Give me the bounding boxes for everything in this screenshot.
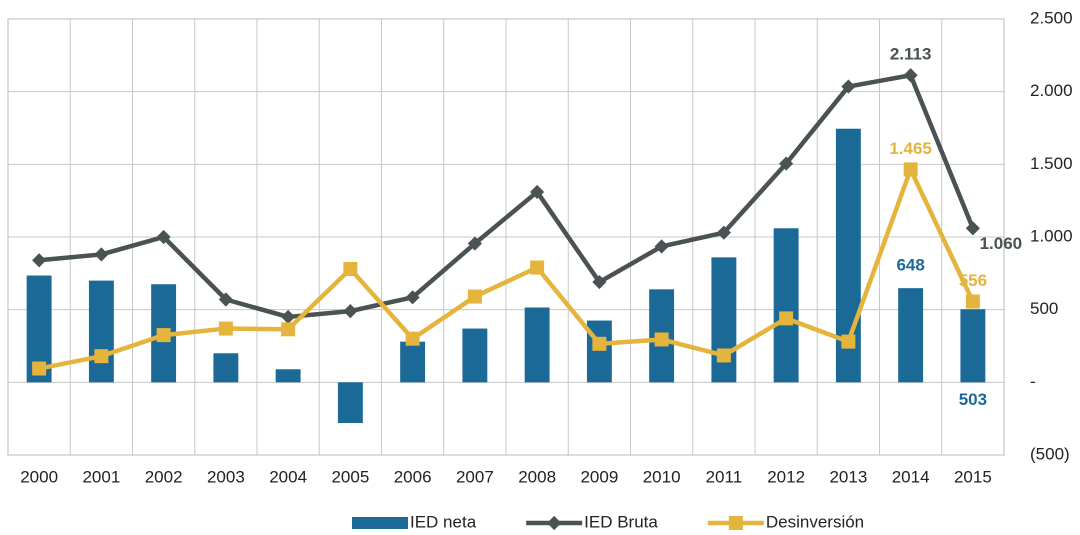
x-tick-label: 2001: [82, 467, 120, 486]
x-tick-label: 2011: [706, 467, 743, 486]
marker: [779, 311, 794, 326]
data-label: 2.113: [890, 45, 932, 64]
marker: [592, 336, 607, 351]
line: [38, 72, 975, 320]
y-tick-label: 2.500: [1030, 8, 1073, 27]
y-tick-label: 1.500: [1030, 154, 1073, 173]
x-tick-label: 2008: [518, 467, 556, 486]
marker: [592, 274, 607, 290]
marker: [841, 334, 856, 349]
x-tick-label: 2013: [829, 467, 867, 486]
bar: [213, 353, 239, 383]
y-tick-label: 2.000: [1030, 81, 1073, 100]
bar: [337, 382, 363, 424]
bar: [462, 328, 488, 383]
x-tick-label: 2012: [767, 467, 805, 486]
y-tick-label: 500: [1030, 299, 1058, 318]
x-tick-label: 2009: [580, 467, 618, 486]
bar: [711, 257, 737, 383]
legend-item: Desinversión: [707, 512, 864, 531]
bar: [400, 341, 426, 383]
marker: [965, 221, 980, 236]
marker: [903, 68, 918, 83]
x-tick-label: 2000: [20, 467, 58, 486]
x-tick-label: 2015: [954, 467, 992, 486]
legend-item: IED Bruta: [526, 512, 658, 531]
marker: [94, 349, 109, 364]
x-tick-label: 2004: [269, 467, 307, 486]
marker: [32, 361, 47, 376]
line: [38, 167, 975, 371]
data-label: 648: [896, 256, 924, 275]
bar: [898, 288, 924, 383]
marker: [716, 348, 731, 363]
x-tick-label: 2003: [207, 467, 245, 486]
x-tick-label: 2014: [892, 467, 930, 486]
marker: [405, 331, 420, 346]
marker: [218, 292, 233, 307]
data-label: 1.060: [980, 234, 1023, 253]
marker: [94, 247, 109, 262]
legend-swatch: [352, 517, 408, 529]
bar: [88, 280, 114, 383]
marker: [841, 79, 856, 94]
marker: [156, 229, 171, 245]
legend-marker: [728, 516, 743, 530]
marker: [343, 304, 358, 319]
x-tick-label: 2007: [456, 467, 494, 486]
bar: [275, 369, 301, 383]
marker: [32, 253, 47, 268]
bar: [524, 307, 550, 383]
marker: [779, 156, 794, 171]
marker: [530, 260, 545, 275]
marker: [530, 184, 545, 200]
bar: [960, 309, 986, 383]
marker: [281, 309, 296, 325]
marker: [654, 332, 669, 347]
marker: [716, 225, 731, 240]
bar: [773, 228, 799, 383]
y-tick-label: -: [1030, 372, 1036, 391]
legend-label: Desinversión: [766, 512, 864, 531]
marker: [965, 294, 980, 309]
marker: [903, 162, 918, 177]
legend-label: IED neta: [410, 512, 477, 531]
plot-border: [7, 18, 1005, 456]
legend-label: IED Bruta: [584, 512, 658, 531]
marker: [467, 236, 482, 251]
data-label: 1.465: [889, 139, 932, 158]
x-tick-label: 2010: [643, 467, 681, 486]
marker: [281, 322, 296, 337]
y-tick-label: 1.000: [1030, 226, 1073, 245]
marker: [156, 328, 171, 343]
x-tick-label: 2002: [145, 467, 183, 486]
marker: [343, 261, 358, 276]
marker: [218, 321, 233, 336]
x-tick-label: 2005: [331, 467, 369, 486]
legend-marker: [547, 515, 562, 531]
marker: [654, 239, 669, 254]
data-label: 556: [959, 271, 987, 290]
legend-item: IED neta: [352, 512, 477, 531]
marker: [467, 289, 482, 304]
marker: [405, 290, 420, 305]
y-tick-label: (500): [1030, 444, 1070, 463]
x-tick-label: 2006: [394, 467, 432, 486]
data-label: 503: [959, 390, 987, 409]
